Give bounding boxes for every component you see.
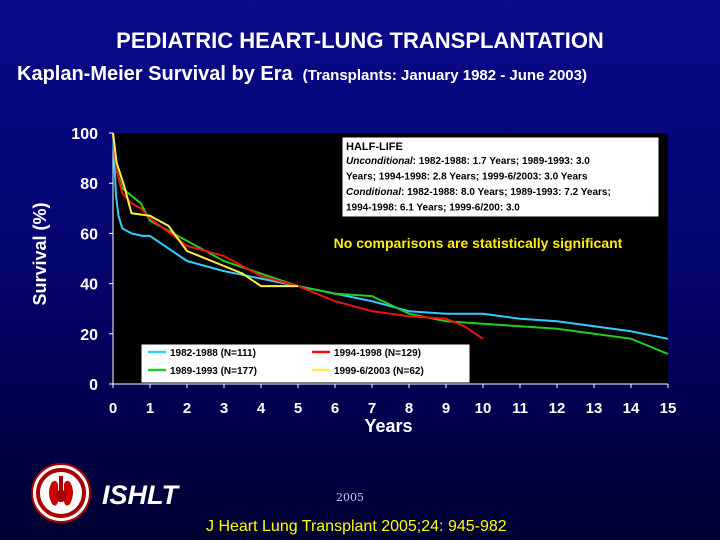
series-line-2 xyxy=(112,132,669,355)
footer-org: ISHLT xyxy=(102,480,178,510)
chart-title-line2: Kaplan-Meier Survival by Era (Transplants… xyxy=(17,63,587,86)
x-tick-label: 10 xyxy=(475,400,492,417)
x-tick-label: 5 xyxy=(294,400,302,417)
x-tick-label: 3 xyxy=(220,400,228,417)
x-axis-title: Years xyxy=(364,416,412,436)
chart-title-line1: PEDIATRIC HEART-LUNG TRANSPLANTATION xyxy=(116,28,604,53)
x-tick-label: 15 xyxy=(660,400,677,417)
series-line-4 xyxy=(112,132,298,288)
half-life-values: Years; 1994-1998: 2.8 Years; 1999-6/2003… xyxy=(346,172,588,183)
x-tick-label: 4 xyxy=(257,400,266,417)
footer-citation: J Heart Lung Transplant 2005;24: 945-982 xyxy=(206,518,507,535)
half-life-line: Conditional: 1982-1988: 8.0 Years; 1989-… xyxy=(346,187,611,198)
x-tick-label: 1 xyxy=(146,400,154,417)
y-tick-label: 100 xyxy=(71,126,98,143)
y-tick-label: 80 xyxy=(80,176,98,193)
y-tick-label: 60 xyxy=(80,226,98,243)
half-life-values: : 1982-1988: 1.7 Years; 1989-1993: 3.0 xyxy=(413,156,591,167)
legend-label-4: 1999-6/2003 (N=62) xyxy=(334,366,424,377)
x-tick-label: 0 xyxy=(109,400,117,417)
x-tick-label: 13 xyxy=(586,400,603,417)
footer-year: 2005 xyxy=(336,491,364,504)
ishlt-logo-icon xyxy=(30,462,92,529)
legend-label-2: 1989-1993 (N=177) xyxy=(170,366,257,377)
chart-title-main: Kaplan-Meier Survival by Era xyxy=(17,63,293,85)
y-tick-label: 20 xyxy=(80,327,98,344)
legend-label-1: 1982-1988 (N=111) xyxy=(170,348,256,359)
x-tick-label: 12 xyxy=(549,400,566,417)
significance-note: No comparisons are statistically signifi… xyxy=(334,235,623,251)
x-tick-label: 9 xyxy=(442,400,450,417)
half-life-line: Unconditional: 1982-1988: 1.7 Years; 198… xyxy=(346,156,590,167)
y-axis-title: Survival (%) xyxy=(30,202,50,305)
half-life-line: 1994-1998: 6.1 Years; 1999-6/200: 3.0 xyxy=(346,203,520,214)
half-life-values: : 1982-1988: 8.0 Years; 1989-1993: 7.2 Y… xyxy=(401,187,611,198)
y-tick-label: 0 xyxy=(89,377,98,394)
chart-title-subtitle: (Transplants: January 1982 - June 2003) xyxy=(302,67,587,84)
half-life-heading: HALF-LIFE xyxy=(346,141,403,153)
half-life-condition-label: Conditional xyxy=(346,187,401,198)
x-tick-label: 7 xyxy=(368,400,376,417)
x-tick-label: 14 xyxy=(623,400,640,417)
half-life-box xyxy=(341,136,660,218)
half-life-line: Years; 1994-1998: 2.8 Years; 1999-6/2003… xyxy=(346,172,588,183)
legend-box xyxy=(140,343,471,384)
legend-label-3: 1994-1998 (N=129) xyxy=(334,348,421,359)
x-tick-label: 2 xyxy=(183,400,191,417)
half-life-values: 1994-1998: 6.1 Years; 1999-6/200: 3.0 xyxy=(346,203,520,214)
x-tick-label: 8 xyxy=(405,400,413,417)
x-tick-label: 11 xyxy=(512,400,528,417)
y-tick-label: 40 xyxy=(80,277,98,294)
half-life-condition-label: Unconditional xyxy=(346,156,413,167)
x-tick-label: 6 xyxy=(331,400,339,417)
